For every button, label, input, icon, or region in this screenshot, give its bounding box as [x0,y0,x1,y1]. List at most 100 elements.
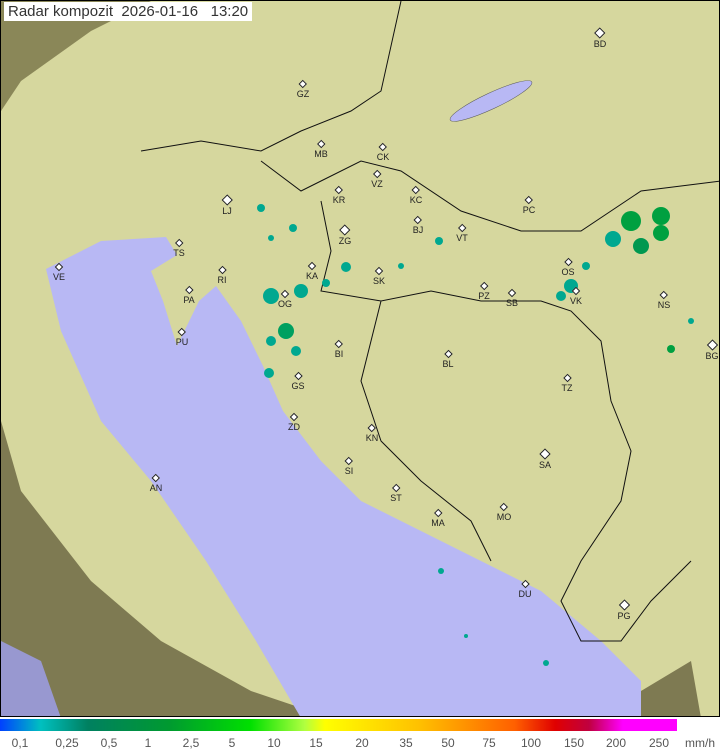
city-label: PC [522,205,536,215]
city-marker-icon [706,339,718,351]
city-label: PU [175,337,189,347]
city-bd: BD [593,27,607,49]
city-marker-icon [594,27,606,39]
city-sk: SK [373,266,385,286]
city-marker-icon [374,266,384,276]
radar-map[interactable]: Radar kompozit 2026-01-16 13:20 GZ MB CK VZ… [0,0,720,717]
legend-label: 0,1 [11,736,29,750]
city-label: VZ [371,179,383,189]
city-pg: PG [617,599,631,621]
city-marker-icon [411,185,421,195]
city-label: NS [657,300,671,310]
legend-label: 50 [441,736,455,750]
radar-coverage [1,1,719,716]
city-ri: RI [217,265,227,285]
city-zd: ZD [288,412,300,432]
city-kc: KC [409,185,423,205]
city-og: OG [277,289,293,309]
city-du: DU [518,579,532,599]
city-marker-icon [618,599,630,611]
city-label: OG [277,299,293,309]
city-marker-icon [520,579,530,589]
city-label: PZ [478,291,490,301]
adriatic-sea [46,237,641,716]
city-label: LJ [222,206,232,216]
city-label: RI [217,275,227,285]
city-marker-icon [507,288,517,298]
country-borders [140,1,719,642]
city-an: AN [149,473,163,493]
city-marker-icon [334,339,344,349]
city-marker-icon [372,169,382,179]
city-label: DU [518,589,532,599]
legend-label: 0,25 [55,736,79,750]
city-marker-icon [151,473,161,483]
city-label: VT [456,233,468,243]
city-label: TZ [561,383,573,393]
city-marker-icon [184,285,194,295]
city-marker-icon [524,195,534,205]
city-marker-icon [298,79,308,89]
legend-labels: 0,1 0,25 0,5 1 2,5 5 10 15 20 35 50 75 100 150 200 250 m… [0,736,720,750]
city-kr: KR [332,185,346,205]
legend-label: 1 [144,736,152,750]
city-marker-icon [54,262,64,272]
city-si: SI [344,456,354,476]
city-pc: PC [522,195,536,215]
city-marker-icon [659,290,669,300]
city-label: PA [183,295,195,305]
city-marker-icon [479,281,489,291]
city-pz: PZ [478,281,490,301]
legend-label: 250 [648,736,670,750]
city-ve: VE [53,262,65,282]
city-ns: NS [657,290,671,310]
city-label: SB [505,298,519,308]
legend-label: 200 [605,736,627,750]
radar-echoes [257,204,694,666]
city-label: GS [291,381,305,391]
city-os: OS [561,257,575,277]
city-label: MA [431,518,445,528]
city-marker-icon [177,327,187,337]
legend-label: 5 [228,736,236,750]
city-label: AN [149,483,163,493]
legend-label: 100 [520,736,542,750]
city-marker-icon [280,289,290,299]
city-marker-icon [217,265,227,275]
legend-label: 75 [482,736,496,750]
city-marker-icon [433,508,443,518]
city-kn: KN [366,423,378,443]
city-label: ST [390,493,402,503]
city-label: SI [344,466,354,476]
city-label: OS [561,267,575,277]
precipitation-color-scale [0,719,677,731]
city-label: KC [409,195,423,205]
city-pu: PU [175,327,189,347]
city-tz: TZ [561,373,573,393]
legend-label: 10 [267,736,281,750]
city-label: ZG [338,236,352,246]
city-pa: PA [183,285,195,305]
city-marker-icon [316,139,326,149]
city-marker-icon [289,412,299,422]
map-canvas [1,1,719,716]
city-ka: KA [306,261,318,281]
city-marker-icon [378,142,388,152]
city-mo: MO [497,502,511,522]
city-label: PG [617,611,631,621]
legend-unit: mm/h [685,736,715,750]
city-marker-icon [499,502,509,512]
city-marker-icon [174,238,184,248]
map-title: Radar kompozit 2026-01-16 13:20 [4,2,253,21]
legend-label: 20 [355,736,369,750]
city-marker-icon [339,224,351,236]
legend-label: 15 [309,736,323,750]
city-marker-icon [539,448,551,460]
city-vt: VT [456,223,468,243]
city-label: BD [593,39,607,49]
city-marker-icon [443,349,453,359]
city-lj: LJ [221,194,233,216]
city-label: KR [332,195,346,205]
city-marker-icon [563,257,573,267]
city-label: BL [442,359,454,369]
